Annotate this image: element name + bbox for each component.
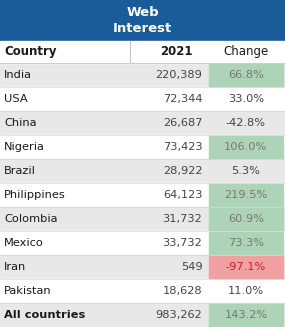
Text: Pakistan: Pakistan xyxy=(4,286,52,296)
Text: 72,344: 72,344 xyxy=(163,94,202,104)
Text: 2021: 2021 xyxy=(160,45,193,59)
Text: Mexico: Mexico xyxy=(4,238,44,248)
Text: 26,687: 26,687 xyxy=(163,118,202,128)
Text: 33,732: 33,732 xyxy=(163,238,202,248)
Bar xyxy=(209,304,283,326)
Text: Country: Country xyxy=(4,45,57,59)
Bar xyxy=(209,184,283,206)
Bar xyxy=(0,159,285,183)
Text: Change: Change xyxy=(223,45,268,59)
Text: Philippines: Philippines xyxy=(4,190,66,200)
Text: -97.1%: -97.1% xyxy=(226,262,266,272)
Text: All countries: All countries xyxy=(4,310,86,320)
Text: 66.8%: 66.8% xyxy=(228,70,264,80)
Text: 64,123: 64,123 xyxy=(163,190,202,200)
Text: Colombia: Colombia xyxy=(4,214,58,224)
Text: 220,389: 220,389 xyxy=(156,70,202,80)
Text: 73.3%: 73.3% xyxy=(228,238,264,248)
Text: Iran: Iran xyxy=(4,262,27,272)
Text: 219.5%: 219.5% xyxy=(224,190,267,200)
Bar xyxy=(0,207,285,231)
Text: 18,628: 18,628 xyxy=(163,286,202,296)
Text: China: China xyxy=(4,118,37,128)
Bar xyxy=(0,303,285,327)
Bar xyxy=(209,232,283,254)
Bar xyxy=(0,0,285,41)
Bar xyxy=(209,64,283,86)
Text: 549: 549 xyxy=(181,262,202,272)
Text: 31,732: 31,732 xyxy=(163,214,202,224)
Bar xyxy=(0,63,285,87)
Text: -42.8%: -42.8% xyxy=(226,118,266,128)
Bar xyxy=(0,231,285,255)
Bar xyxy=(0,41,285,63)
Bar xyxy=(0,183,285,207)
Text: 28,922: 28,922 xyxy=(163,166,202,176)
Bar xyxy=(209,208,283,230)
Text: 11.0%: 11.0% xyxy=(228,286,264,296)
Text: Web
Interest: Web Interest xyxy=(113,6,172,35)
Text: USA: USA xyxy=(4,94,28,104)
Bar xyxy=(0,87,285,111)
Text: 983,262: 983,262 xyxy=(156,310,202,320)
Text: India: India xyxy=(4,70,32,80)
Text: 106.0%: 106.0% xyxy=(224,142,267,152)
Bar xyxy=(209,256,283,278)
Bar xyxy=(0,111,285,135)
Text: 73,423: 73,423 xyxy=(163,142,202,152)
Text: Brazil: Brazil xyxy=(4,166,36,176)
Text: 5.3%: 5.3% xyxy=(231,166,260,176)
Bar xyxy=(0,279,285,303)
Text: Nigeria: Nigeria xyxy=(4,142,45,152)
Text: 33.0%: 33.0% xyxy=(228,94,264,104)
Text: 60.9%: 60.9% xyxy=(228,214,264,224)
Bar xyxy=(0,135,285,159)
Bar xyxy=(0,255,285,279)
Text: 143.2%: 143.2% xyxy=(224,310,267,320)
Bar xyxy=(209,136,283,158)
